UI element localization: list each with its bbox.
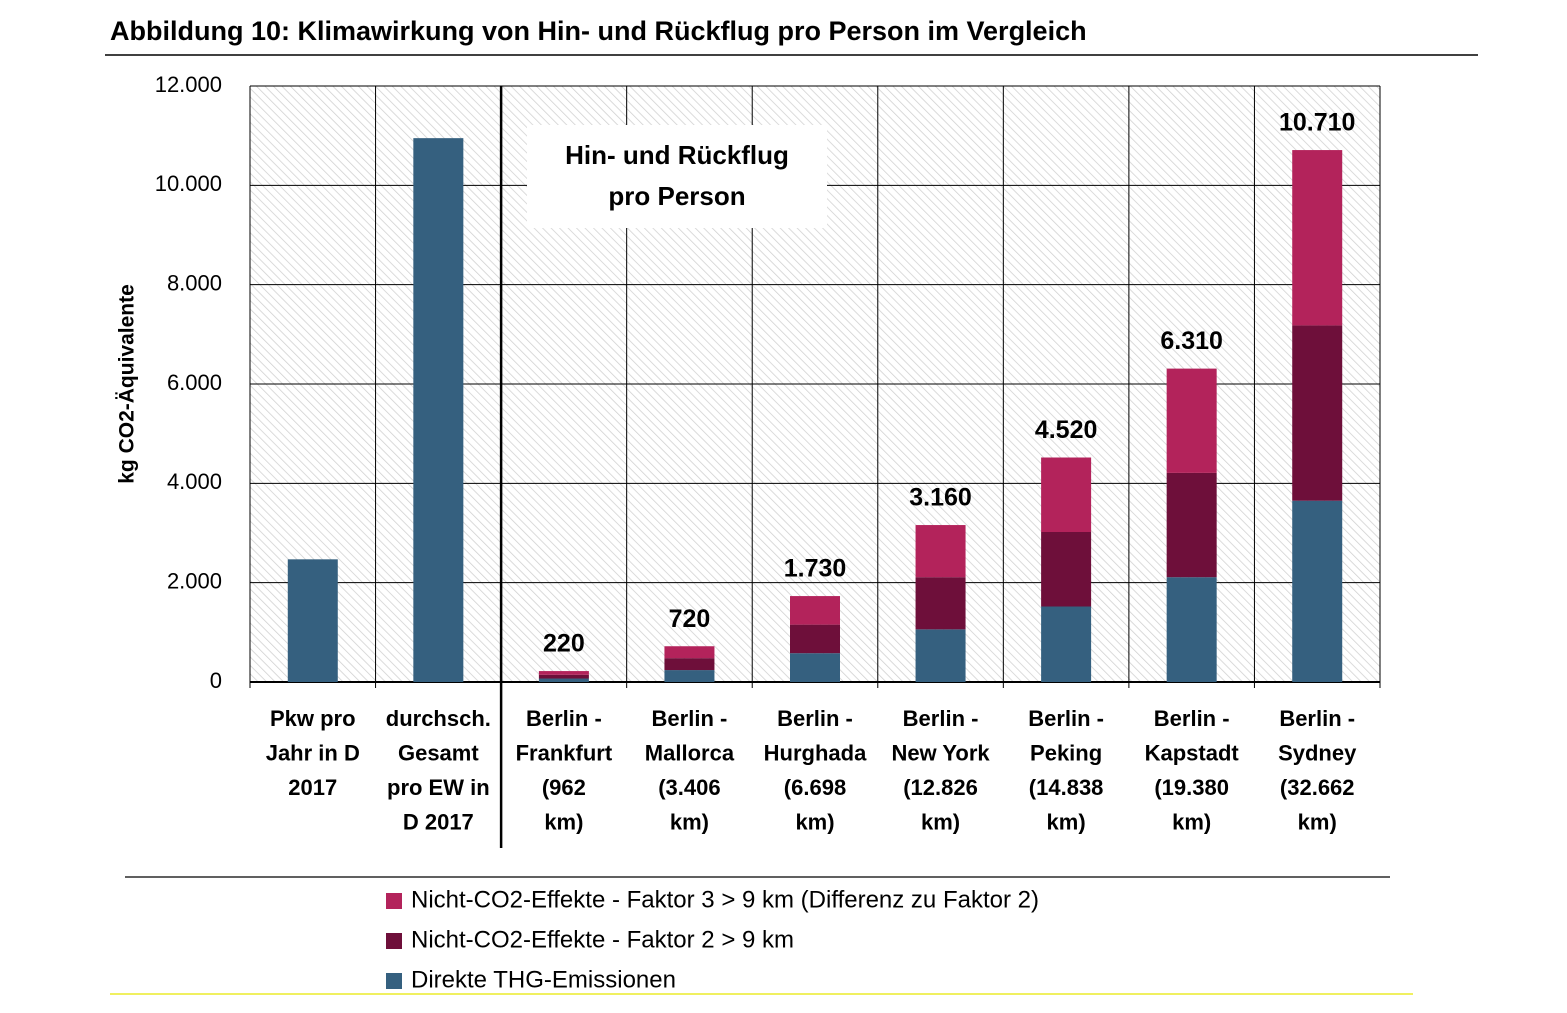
x-tick-label: (32.662	[1280, 775, 1355, 800]
x-tick-label: Hurghada	[764, 740, 867, 765]
x-tick-label: km)	[1172, 809, 1211, 834]
x-tick-label: Mallorca	[645, 740, 735, 765]
bar-segment	[1041, 606, 1092, 682]
x-tick-label: Berlin -	[526, 706, 602, 731]
legend-swatch	[386, 973, 402, 989]
total-label: 720	[669, 605, 711, 633]
y-tick-label: 0	[210, 668, 222, 693]
y-tick-label: 10.000	[155, 171, 222, 196]
x-tick-label: km)	[544, 809, 583, 834]
x-tick-label: km)	[1047, 809, 1086, 834]
x-tick-label: (14.838	[1029, 775, 1104, 800]
bar-segment	[915, 577, 966, 630]
x-tick-label: D 2017	[403, 809, 474, 834]
x-tick-label: km)	[795, 809, 834, 834]
x-tick-label: Gesamt	[398, 740, 479, 765]
legend-swatch	[386, 933, 402, 949]
bar-segment	[1041, 532, 1092, 607]
x-tick-label: pro EW in	[387, 775, 490, 800]
x-tick-label: km)	[670, 809, 709, 834]
x-tick-label: durchsch.	[386, 706, 491, 731]
x-tick-label: (3.406	[658, 775, 720, 800]
annotation: Hin- und Rückflug	[565, 140, 789, 170]
bar-segment	[915, 525, 966, 578]
x-tick-label: (12.826	[903, 775, 978, 800]
x-tick-label: Berlin -	[1279, 706, 1355, 731]
total-label: 1.730	[784, 555, 847, 583]
total-label: 6.310	[1160, 327, 1223, 355]
legend-swatch	[386, 893, 402, 909]
y-tick-label: 8.000	[167, 270, 222, 295]
total-label: 10.710	[1279, 109, 1355, 137]
bar-segment	[538, 674, 589, 679]
legend-label: Direkte THG-Emissionen	[411, 966, 676, 993]
x-tick-label: Kapstadt	[1145, 740, 1240, 765]
total-label: 220	[543, 630, 585, 658]
x-tick-label: Sydney	[1278, 740, 1357, 765]
x-tick-label: km)	[1298, 809, 1337, 834]
x-tick-label: Frankfurt	[516, 740, 613, 765]
bar-segment	[664, 670, 715, 682]
y-tick-label: 12.000	[155, 72, 222, 97]
bar-segment	[790, 596, 840, 625]
bar-segment	[1166, 368, 1217, 473]
bar-segment	[1041, 457, 1092, 533]
annotation: pro Person	[608, 181, 745, 211]
x-tick-label: Pkw pro	[270, 706, 356, 731]
x-tick-label: Berlin -	[1154, 706, 1230, 731]
total-label: 3.160	[909, 484, 972, 512]
bar-segment	[915, 629, 966, 682]
bar-segment	[1292, 500, 1343, 682]
x-tick-label: New York	[891, 740, 990, 765]
legend-label: Nicht-CO2-Effekte - Faktor 3 > 9 km (Dif…	[411, 886, 1039, 913]
x-tick-label: Berlin -	[652, 706, 728, 731]
y-axis-label: kg CO2-Äquivalente	[116, 284, 139, 484]
total-label: 4.520	[1035, 416, 1098, 444]
bar-segment	[664, 646, 715, 659]
bar-segment	[287, 559, 338, 682]
bar-segment	[413, 138, 464, 682]
bar-segment	[1166, 577, 1217, 682]
x-tick-label: (962	[542, 775, 586, 800]
y-tick-label: 6.000	[167, 370, 222, 395]
x-tick-label: Berlin -	[903, 706, 979, 731]
x-tick-label: Peking	[1030, 740, 1102, 765]
bar-segment	[1292, 325, 1343, 501]
x-tick-label: (19.380	[1154, 775, 1229, 800]
bar-segment	[538, 671, 589, 675]
chart-title: Abbildung 10: Klimawirkung von Hin- und …	[110, 16, 1087, 46]
bar-segment	[790, 653, 840, 682]
x-tick-label: Jahr in D	[266, 740, 360, 765]
bar-segment	[664, 658, 715, 671]
y-tick-label: 4.000	[167, 469, 222, 494]
x-tick-label: 2017	[288, 775, 337, 800]
x-tick-label: (6.698	[784, 775, 846, 800]
bar-segment	[790, 624, 840, 654]
bar-segment	[538, 678, 589, 682]
bar-segment	[1292, 150, 1343, 326]
x-tick-label: Berlin -	[777, 706, 853, 731]
y-tick-label: 2.000	[167, 568, 222, 593]
bar-segment	[1166, 472, 1217, 578]
legend-label: Nicht-CO2-Effekte - Faktor 2 > 9 km	[411, 926, 794, 953]
x-tick-label: Berlin -	[1028, 706, 1104, 731]
annotation-box	[527, 125, 827, 228]
x-tick-label: km)	[921, 809, 960, 834]
